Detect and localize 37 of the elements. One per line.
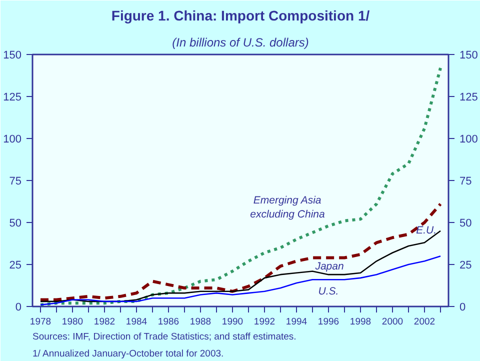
y2-tick-label: 150 [460, 50, 478, 62]
y2-tick-label: 100 [460, 134, 478, 146]
y-tick-label: 150 [3, 50, 22, 62]
x-tick-label: 1994 [286, 316, 308, 328]
x-tick-label: 1998 [350, 316, 372, 328]
x-tick-label: 1990 [222, 316, 244, 328]
x-tick-label: 2002 [414, 316, 436, 328]
x-tick-label: 1982 [94, 316, 116, 328]
y-tick-label: 100 [3, 134, 22, 146]
y-tick-label: 125 [3, 92, 22, 104]
x-tick-label: 1984 [126, 316, 148, 328]
y2-tick-label: 0 [460, 302, 466, 314]
series-label: E.U. [416, 224, 436, 236]
y-tick-label: 0 [15, 302, 22, 314]
y-tick-label: 75 [9, 176, 22, 188]
series-label: U.S. [318, 286, 339, 298]
y2-tick-label: 50 [460, 218, 472, 230]
text: 1/ Annualized January-October total for 2003. [32, 348, 224, 360]
y-tick-label: 25 [9, 260, 22, 272]
y2-tick-label: 25 [460, 260, 472, 272]
chart-subtitle: (In billions of U.S. dollars) [172, 36, 309, 50]
x-tick-label: 1980 [62, 316, 84, 328]
line-series [40, 255, 442, 306]
y2-tick-label: 125 [460, 92, 478, 104]
x-tick-label: 1978 [30, 316, 52, 328]
line-series [39, 66, 442, 306]
series-label: Japan [314, 260, 344, 273]
series-label: Emerging Asia excluding China [250, 194, 326, 221]
x-tick-label: 2000 [382, 316, 404, 328]
x-tick-label: 1986 [158, 316, 180, 328]
x-tick-label: 1996 [318, 316, 340, 328]
y-tick-label: 50 [9, 218, 22, 230]
x-tick-label: 1992 [254, 316, 276, 328]
source-note: Sources: IMF, Direction of Trade Statistics; and staff estimates. [32, 332, 296, 342]
y2-tick-label: 75 [460, 176, 472, 188]
x-tick-label: 1988 [190, 316, 212, 328]
chart-title: Figure 1. China: Import Composition 1/ [111, 8, 370, 24]
